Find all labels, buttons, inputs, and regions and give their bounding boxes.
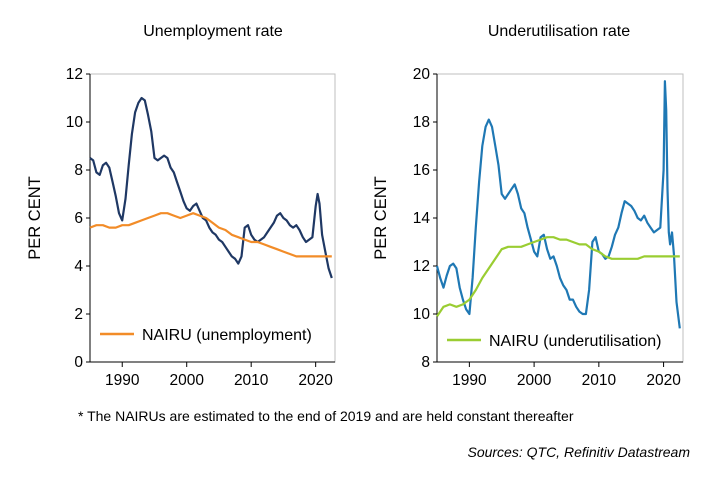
chart-title-underutilisation: Underutilisation rate bbox=[487, 23, 631, 40]
unemployment-x-tick-label: 2010 bbox=[234, 372, 269, 389]
unemployment-x-tick-label: 2020 bbox=[298, 372, 333, 389]
unemployment-series-rate-line bbox=[89, 96, 333, 279]
footnote: * The NAIRUs are estimated to the end of… bbox=[78, 408, 574, 424]
underutilisation-y-tick-label: 8 bbox=[421, 354, 430, 371]
unemployment-y-tick-label: 12 bbox=[66, 66, 83, 83]
underutilisation-x-tick-label: 1990 bbox=[452, 372, 487, 389]
unemployment-plot-frame bbox=[89, 73, 336, 363]
sources-note: Sources: QTC, Refinitiv Datastream bbox=[467, 444, 690, 460]
underutilisation-y-tick-label: 12 bbox=[413, 258, 430, 275]
underutilisation-y-tick-label: 16 bbox=[413, 162, 430, 179]
chart-title-unemployment: Unemployment rate bbox=[143, 23, 283, 40]
unemployment-x-tick-label: 2000 bbox=[169, 372, 204, 389]
underutilisation-x-tick-label: 2000 bbox=[517, 372, 552, 389]
unemployment-series-nairu-line bbox=[89, 212, 332, 258]
unemployment-y-tick-label: 6 bbox=[74, 210, 83, 227]
underutilisation-legend-label: NAIRU (underutilisation) bbox=[489, 333, 662, 350]
unemployment-y-tick-label: 2 bbox=[74, 306, 83, 323]
unemployment-y-tick-label: 10 bbox=[66, 114, 84, 131]
underutilisation-y-tick-label: 10 bbox=[413, 306, 431, 323]
underutilisation-y-tick-label: 20 bbox=[413, 66, 431, 83]
underutilisation-y-axis-label: PER CENT bbox=[372, 176, 390, 259]
unemployment-y-axis-label: PER CENT bbox=[26, 176, 44, 259]
underutilisation-y-tick-label: 14 bbox=[413, 210, 431, 227]
unemployment-legend-label: NAIRU (unemployment) bbox=[142, 327, 312, 344]
unemployment-y-tick-label: 0 bbox=[74, 354, 83, 371]
underutilisation-x-tick-label: 2010 bbox=[582, 372, 617, 389]
underutilisation-series-rate-line bbox=[435, 80, 681, 329]
underutilisation-x-tick-label: 2020 bbox=[646, 372, 681, 389]
underutilisation-y-tick-label: 18 bbox=[413, 114, 430, 131]
underutilisation-series-nairu-line bbox=[436, 236, 680, 318]
unemployment-y-tick-label: 4 bbox=[74, 258, 83, 275]
unemployment-x-tick-label: 1990 bbox=[105, 372, 140, 389]
unemployment-y-tick-label: 8 bbox=[74, 162, 83, 179]
